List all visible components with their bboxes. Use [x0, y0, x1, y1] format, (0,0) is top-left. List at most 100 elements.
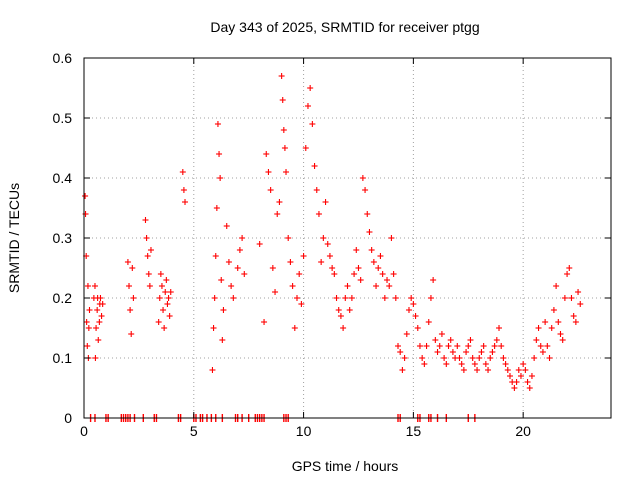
data-point — [564, 271, 571, 277]
y-tick-label: 0.1 — [53, 350, 73, 366]
data-point — [335, 307, 342, 313]
data-point — [95, 337, 102, 343]
data-point — [375, 265, 382, 271]
data-point — [209, 367, 216, 373]
data-point — [489, 349, 496, 355]
data-point — [311, 163, 318, 169]
data-point — [147, 247, 154, 253]
x-tick-label: 10 — [296, 423, 312, 439]
data-point — [498, 343, 505, 349]
data-point — [331, 271, 338, 277]
data-point — [423, 343, 430, 349]
data-point — [285, 235, 292, 241]
data-point — [506, 373, 513, 379]
data-point — [324, 241, 331, 247]
data-point — [465, 343, 472, 349]
data-point — [82, 211, 89, 217]
data-point — [460, 367, 467, 373]
data-point — [502, 361, 509, 367]
data-point — [346, 307, 353, 313]
data-point — [410, 301, 417, 307]
data-point — [348, 295, 355, 301]
data-point — [557, 331, 564, 337]
data-point — [291, 325, 298, 331]
data-point — [300, 253, 307, 259]
data-point — [160, 307, 167, 313]
data-point — [166, 313, 173, 319]
data-point — [309, 121, 316, 127]
data-point — [493, 337, 500, 343]
data-point — [449, 349, 456, 355]
data-point — [487, 355, 494, 361]
data-point — [98, 313, 105, 319]
data-point — [180, 187, 187, 193]
data-point — [412, 313, 419, 319]
data-point — [517, 373, 524, 379]
data-point — [362, 187, 369, 193]
data-point — [496, 325, 503, 331]
data-point — [278, 73, 285, 79]
data-point — [304, 103, 311, 109]
data-point — [471, 361, 478, 367]
data-point — [236, 247, 243, 253]
data-point — [320, 235, 327, 241]
data-point — [513, 379, 520, 385]
data-point — [397, 349, 404, 355]
data-point — [82, 193, 89, 199]
data-point — [91, 283, 98, 289]
data-point — [458, 361, 465, 367]
data-point — [384, 277, 391, 283]
data-point — [85, 325, 92, 331]
data-point — [218, 277, 225, 283]
x-axis-title: GPS time / hours — [292, 458, 399, 474]
data-point — [511, 385, 518, 391]
data-point — [216, 151, 223, 157]
y-tick-label: 0.5 — [53, 110, 73, 126]
data-point — [553, 283, 560, 289]
data-point — [419, 355, 426, 361]
data-point — [261, 319, 268, 325]
data-point — [127, 307, 134, 313]
data-point — [129, 265, 136, 271]
data-point — [97, 295, 104, 301]
data-point — [142, 217, 149, 223]
data-point — [535, 325, 542, 331]
data-point — [474, 367, 481, 373]
data-point — [548, 325, 555, 331]
data-point — [84, 343, 91, 349]
y-tick-label: 0.6 — [53, 50, 73, 66]
data-point — [220, 307, 227, 313]
data-point — [281, 145, 288, 151]
data-point — [161, 325, 168, 331]
data-point — [298, 301, 305, 307]
data-point — [318, 259, 325, 265]
data-point — [454, 343, 461, 349]
data-point — [213, 205, 220, 211]
data-point — [269, 265, 276, 271]
data-point — [469, 355, 476, 361]
data-point — [210, 325, 217, 331]
data-point — [93, 325, 100, 331]
data-point — [482, 361, 489, 367]
data-point — [326, 253, 333, 259]
data-point — [544, 343, 551, 349]
data-point — [333, 295, 340, 301]
data-point — [480, 343, 487, 349]
data-point — [357, 277, 364, 283]
data-point — [546, 355, 553, 361]
data-point — [219, 337, 226, 343]
data-point — [366, 229, 373, 235]
data-point — [386, 283, 393, 289]
data-point — [443, 361, 450, 367]
data-point — [572, 319, 579, 325]
data-point — [500, 355, 507, 361]
data-point — [211, 295, 218, 301]
x-tick-label: 15 — [406, 423, 422, 439]
y-axis-title: SRMTID / TECUs — [6, 183, 22, 293]
data-point — [408, 295, 415, 301]
data-point — [364, 211, 371, 217]
chart-title: Day 343 of 2025, SRMTID for receiver ptg… — [210, 19, 479, 35]
data-point — [124, 259, 131, 265]
x-tick-label: 20 — [515, 423, 531, 439]
